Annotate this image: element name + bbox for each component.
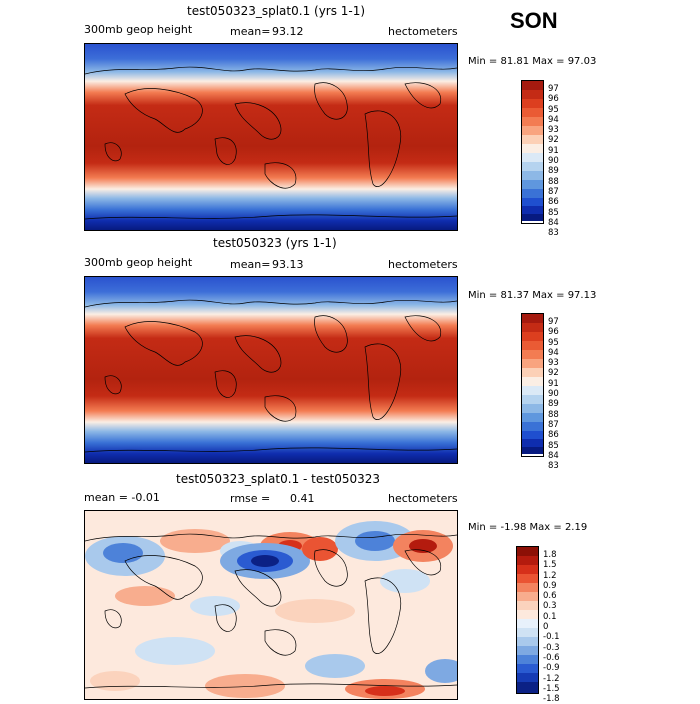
panel1-colorbar: [521, 80, 544, 224]
colorbar-label: 89: [548, 166, 559, 177]
colorbar-label: 96: [548, 94, 559, 105]
colorbar-label: 1.8: [543, 550, 557, 560]
panel2-mean-value: 93.13: [272, 258, 304, 271]
colorbar-label: -1.2: [543, 673, 560, 684]
panel2-colorbar-labels: 97 96 95 94 93 92 91 90 89 88 87 86 85 8…: [548, 317, 559, 471]
panel3-colorbar-labels: 1.8 1.5 1.2 0.9 0.6 0.3 0.1 0 -0.1 -0.3 …: [543, 550, 560, 704]
panel2-coastlines: [85, 299, 457, 453]
panel3-colorbar: [516, 546, 539, 694]
colorbar-label: 93: [548, 125, 559, 136]
colorbar-label: 83: [548, 461, 559, 472]
colorbar-label: 91: [548, 378, 559, 389]
panel2-map: [84, 276, 458, 464]
colorbar-label: 87: [548, 419, 559, 430]
colorbar-label: 90: [548, 156, 559, 167]
panel2-title: test050323 (yrs 1-1): [213, 236, 337, 250]
panel3-rmse-value: 0.41: [290, 492, 315, 505]
season-label: SON: [510, 8, 558, 33]
colorbar-label: 94: [548, 114, 559, 125]
colorbar-label: -0.9: [543, 663, 560, 674]
panel2-field: [85, 277, 457, 463]
colorbar-label: 88: [548, 409, 559, 420]
panel1-mean-value: 93.12: [272, 25, 304, 38]
colorbar-label: 86: [548, 430, 559, 441]
panel2-field-label: 300mb geop height: [84, 256, 193, 269]
colorbar-label: 1.2: [543, 570, 557, 581]
panel3-mean-label: mean = -0.01: [84, 491, 160, 504]
colorbar-label: 84: [548, 450, 559, 461]
colorbar-label: 94: [548, 347, 559, 358]
panel3-min-max: Min = -1.98 Max = 2.19: [468, 522, 588, 533]
colorbar-label: 93: [548, 358, 559, 369]
panel1-title: test050323_splat0.1 (yrs 1-1): [187, 4, 366, 18]
panel1-mean-label: mean=: [230, 25, 271, 38]
colorbar-label: 87: [548, 186, 559, 197]
panel1-colorbar-labels: 97 96 95 94 93 92 91 90 89 88 87 86 85 8…: [548, 84, 559, 238]
colorbar-label: 90: [548, 389, 559, 400]
colorbar-label: 0.3: [543, 601, 557, 612]
panel2-units: hectometers: [388, 258, 458, 271]
colorbar-label: 97: [548, 317, 559, 327]
colorbar-label: 85: [548, 440, 559, 451]
colorbar-label: -0.3: [543, 642, 560, 653]
colorbar-label: 83: [548, 228, 559, 239]
panel1-min-max: Min = 81.81 Max = 97.03: [468, 56, 597, 67]
panel2-mean-label: mean=: [230, 258, 271, 271]
colorbar-label: -0.6: [543, 652, 560, 663]
colorbar-label: 0.6: [543, 591, 557, 602]
panel3-map: [84, 510, 458, 700]
colorbar-label: 1.5: [543, 560, 557, 571]
panel2-colorbar: [521, 313, 544, 457]
panel1-units: hectometers: [388, 25, 458, 38]
colorbar-label: 91: [548, 145, 559, 156]
colorbar-label: 88: [548, 176, 559, 187]
colorbar-label: 95: [548, 337, 559, 348]
panel2-min-max: Min = 81.37 Max = 97.13: [468, 290, 597, 301]
panel3-coastlines: [85, 533, 457, 689]
panel1-map: [84, 43, 458, 231]
colorbar-label: 89: [548, 399, 559, 410]
colorbar-label: 96: [548, 327, 559, 338]
panel1-field: [85, 44, 457, 230]
colorbar-label: 95: [548, 104, 559, 115]
panel1-coastlines: [85, 66, 457, 220]
colorbar-label: 0.9: [543, 580, 557, 591]
colorbar-label: -0.1: [543, 632, 560, 643]
panel3-title: test050323_splat0.1 - test050323: [176, 472, 381, 486]
colorbar-label: 97: [548, 84, 559, 94]
colorbar-label: 0: [543, 622, 549, 633]
panel3-field: [85, 511, 457, 699]
panel1-field-label: 300mb geop height: [84, 23, 193, 36]
panel3-units: hectometers: [388, 492, 458, 505]
panel3-anomaly-blobs: [85, 521, 457, 699]
colorbar-label: 0.1: [543, 611, 557, 622]
colorbar-label: 85: [548, 207, 559, 218]
colorbar-label: 84: [548, 217, 559, 228]
colorbar-label: -1.5: [543, 683, 560, 694]
colorbar-label: 92: [548, 135, 559, 146]
panel3-rmse-label: rmse =: [230, 492, 271, 505]
colorbar-label: -1.8: [543, 694, 560, 704]
colorbar-label: 92: [548, 368, 559, 379]
colorbar-label: 86: [548, 197, 559, 208]
